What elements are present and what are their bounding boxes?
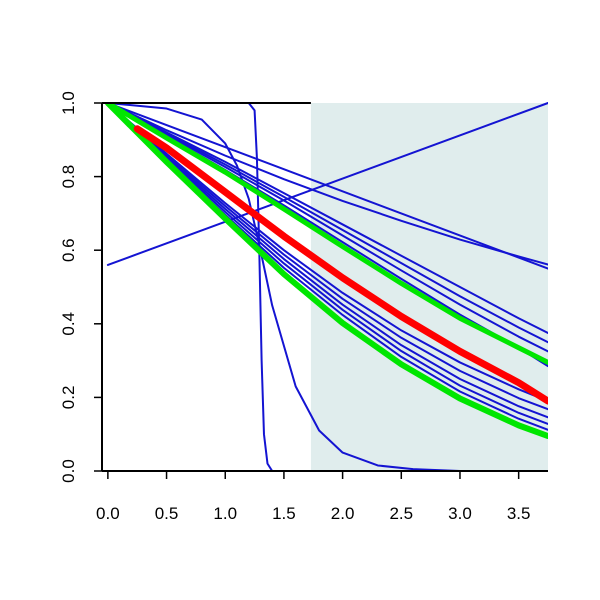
x-tick-label: 2.5 — [389, 504, 413, 523]
x-tick-label: 3.0 — [448, 504, 472, 523]
series-line-blue-3 — [106, 102, 548, 472]
y-tick-label: 1.0 — [59, 91, 78, 115]
series-line-blue-12 — [106, 102, 548, 419]
x-tick-label: 0.5 — [155, 504, 179, 523]
series-line-blue-11 — [106, 102, 548, 411]
series-line-blue-5 — [106, 102, 548, 266]
series-line-blue-2 — [106, 102, 548, 270]
series-line-blue-7 — [106, 102, 548, 344]
y-tick-label: 0.2 — [59, 386, 78, 410]
x-axis-ticks: 0.0 0.5 1.0 1.5 2.0 2.5 3.0 3.5 — [96, 471, 530, 523]
x-tick-label: 3.5 — [507, 504, 531, 523]
series-line-green-16 — [104, 102, 548, 440]
series-line-green-15 — [105, 102, 548, 365]
y-tick-label: 0.4 — [59, 312, 78, 336]
series-layer — [104, 102, 548, 472]
y-tick-label: 0.8 — [59, 165, 78, 189]
x-tick-label: 2.0 — [331, 504, 355, 523]
x-tick-label: 1.0 — [213, 504, 237, 523]
series-line-blue-8 — [106, 102, 548, 353]
x-tick-label: 1.5 — [272, 504, 296, 523]
series-line-red-17 — [133, 125, 548, 405]
y-axis-ticks: 0.0 0.2 0.4 0.6 0.8 1.0 — [59, 91, 102, 483]
axis-layer — [101, 102, 548, 472]
series-line-blue-13 — [106, 102, 548, 425]
series-line-blue-10 — [106, 102, 548, 403]
series-line-blue-1 — [106, 102, 548, 266]
y-tick-label: 0.0 — [59, 459, 78, 483]
y-tick-label: 0.6 — [59, 238, 78, 262]
x-tick-label: 0.0 — [96, 504, 120, 523]
series-line-blue-6 — [106, 102, 548, 334]
